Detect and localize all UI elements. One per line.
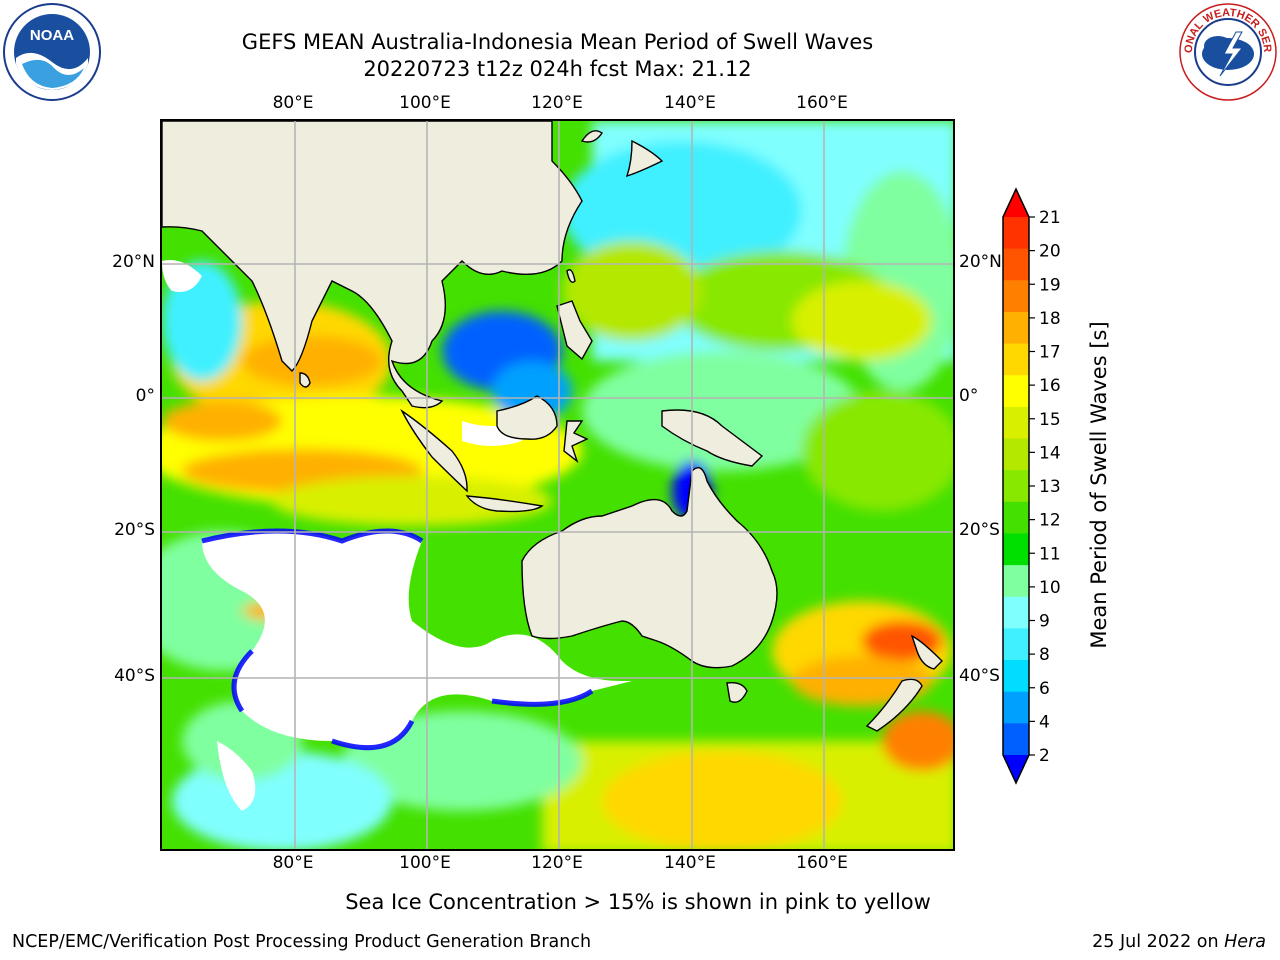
footer-date: 25 Jul 2022 on Hera <box>1092 932 1266 952</box>
lat-label-left-20n: 20°N <box>112 252 155 272</box>
lon-label-bottom-120e: 120°E <box>531 853 583 873</box>
footer-credit: NCEP/EMC/Verification Post Processing Pr… <box>12 932 592 952</box>
lat-label-right-40s: 40°S <box>959 666 1000 686</box>
colorbar-tick-label: 2 <box>1039 746 1050 766</box>
colorbar-swatch <box>1003 343 1029 376</box>
lon-label-top-120e: 120°E <box>531 93 583 113</box>
colorbar-swatch <box>1003 723 1029 756</box>
sea-ice-note: Sea Ice Concentration > 15% is shown in … <box>0 890 1280 914</box>
graticule <box>162 121 953 849</box>
colorbar-tick-label: 20 <box>1039 242 1061 262</box>
lon-label-top-80e: 80°E <box>272 93 314 113</box>
colorbar-swatch <box>1003 375 1029 408</box>
sea-ice-note-text: Sea Ice Concentration > 15% is shown in … <box>345 890 931 914</box>
colorbar-swatch <box>1003 406 1029 440</box>
swell-period-map <box>160 119 955 851</box>
colorbar-swatch <box>1003 533 1029 566</box>
colorbar-tick-label: 11 <box>1039 544 1061 564</box>
footer-date-text: 25 Jul 2022 on <box>1092 932 1225 952</box>
lon-label-top-100e: 100°E <box>399 93 451 113</box>
colorbar-swatch <box>1003 438 1029 471</box>
lon-label-top-140e: 140°E <box>664 93 716 113</box>
colorbar-swatch <box>1003 470 1029 503</box>
colorbar-swatch <box>1003 691 1029 724</box>
colorbar-label: Mean Period of Swell Waves [s] <box>1087 321 1111 649</box>
colorbar-tick-label: 9 <box>1039 612 1050 632</box>
colorbar-swatch <box>1003 311 1029 345</box>
lat-label-right-20s: 20°S <box>959 520 1000 540</box>
colorbar-tick-label: 15 <box>1039 410 1061 430</box>
colorbar-ticks: 21 20 19 18 17 16 15 14 13 12 11 10 9 8 6 4 2 <box>1029 208 1061 766</box>
colorbar-extend-min <box>1003 755 1029 783</box>
colorbar-swatch <box>1003 280 1029 313</box>
noaa-logo: NOAA <box>3 3 101 101</box>
colorbar-tick-label: 14 <box>1039 443 1061 463</box>
lon-label-bottom-80e: 80°E <box>272 853 314 873</box>
colorbar-swatch <box>1003 596 1029 629</box>
colorbar-tick-label: 10 <box>1039 578 1061 598</box>
colorbar-tick-label: 17 <box>1039 343 1061 363</box>
colorbar-swatch <box>1003 501 1029 534</box>
colorbar-tick-label: 21 <box>1039 208 1061 228</box>
nws-logo: NATIONAL WEATHER SERVICE <box>1178 2 1277 101</box>
lon-label-top-160e: 160°E <box>796 93 848 113</box>
colorbar-swatch <box>1003 217 1029 250</box>
footer-host: Hera <box>1224 932 1266 952</box>
colorbar-swatch <box>1003 628 1029 661</box>
noaa-logo-text: NOAA <box>30 27 74 44</box>
swell-period-field <box>162 121 953 849</box>
colorbar-swatch <box>1003 660 1029 693</box>
colorbar-extend-max <box>1003 189 1029 217</box>
colorbar-swatches <box>1002 187 1030 785</box>
lon-label-bottom-140e: 140°E <box>664 853 716 873</box>
map-title: GEFS MEAN Australia-Indonesia Mean Perio… <box>241 30 874 54</box>
colorbar-tick-label: 6 <box>1039 679 1050 699</box>
colorbar-tick-label: 12 <box>1039 511 1061 531</box>
colorbar: 21 20 19 18 17 16 15 14 13 12 11 10 9 8 6 4 2 <box>1002 187 1061 785</box>
lat-label-right-0: 0° <box>959 386 979 406</box>
colorbar-tick-label: 8 <box>1039 645 1050 665</box>
lon-label-bottom-160e: 160°E <box>796 853 848 873</box>
lat-label-left-20s: 20°S <box>114 520 155 540</box>
lat-label-left-0: 0° <box>135 386 155 406</box>
colorbar-tick-label: 4 <box>1039 712 1050 732</box>
colorbar-tick-label: 16 <box>1039 376 1061 396</box>
colorbar-tick-label: 13 <box>1039 477 1061 497</box>
colorbar-tick-label: 18 <box>1039 309 1061 329</box>
map-subtitle: 20220723 t12z 024h fcst Max: 21.12 <box>363 57 752 81</box>
lat-label-right-20n: 20°N <box>959 252 1002 272</box>
lon-label-bottom-100e: 100°E <box>399 853 451 873</box>
colorbar-tick-label: 19 <box>1039 275 1061 295</box>
lat-label-left-40s: 40°S <box>114 666 155 686</box>
colorbar-swatch <box>1003 565 1029 598</box>
colorbar-swatch <box>1003 248 1029 281</box>
